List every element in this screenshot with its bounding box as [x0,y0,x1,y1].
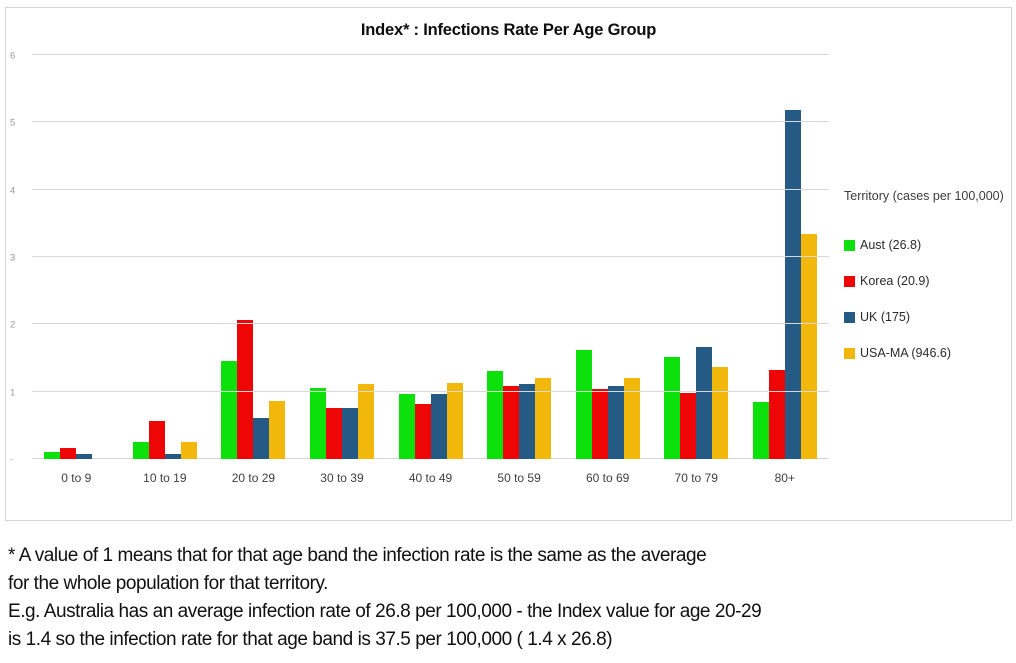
bar-aust [752,402,769,459]
y-tick-label: 1 [10,387,16,399]
bar-aust [487,371,504,459]
bar-group [563,55,652,459]
footnote-line: * A value of 1 means that for that age b… [8,545,707,566]
bar-korea [325,408,342,459]
y-tick-label: 3 [10,252,16,264]
footnote-line: is 1.4 so the infection rate for that ag… [8,629,613,650]
bar-korea [148,421,165,459]
legend-title: Territory (cases per 100,000) [844,189,1004,203]
bar-usa-ma [712,367,729,459]
legend-items: Aust (26.8) Korea (20.9) UK (175) USA-MA (9… [844,238,1010,360]
x-tick-label: 40 to 49 [408,471,453,485]
y-tick-label: - [10,454,14,466]
gridline [32,256,829,257]
legend-item: Aust (26.8) [844,238,1010,252]
bar-group [741,55,830,459]
bar-usa-ma [357,384,374,459]
y-tick-label: 5 [10,117,16,129]
bar-usa-ma [180,442,197,459]
bar-korea [591,389,608,459]
bar-aust [132,442,149,459]
legend-label: UK (175) [860,310,911,324]
x-tick-label: 20 to 29 [231,471,276,485]
x-axis-labels: 0 to 9 10 to 19 20 to 29 30 to 39 40 to 49 50… [32,471,829,485]
bar-uk [696,347,713,459]
bar-usa-ma [535,378,552,459]
gridline [32,390,829,392]
bar-usa-ma [269,401,286,459]
bar-aust [664,357,681,459]
x-tick-label: 0 to 9 [61,471,92,485]
y-tick-label: 4 [10,185,16,197]
footnote-line: for the whole population for that territ… [8,573,328,594]
x-tick-label: 60 to 69 [585,471,630,485]
y-tick-label: 6 [10,50,16,62]
bar-group [298,55,387,459]
bar-korea [503,386,520,459]
footnote: * A value of 1 means that for that age b… [8,542,868,654]
legend-label: Korea (20.9) [860,274,930,288]
bar-usa-ma [800,234,817,459]
bar-korea [60,448,77,459]
bar-group [652,55,741,459]
x-tick-label: 10 to 19 [143,471,187,485]
bar-uk [430,394,447,459]
bar-usa-ma [446,383,463,459]
x-tick-label: 50 to 59 [497,471,541,485]
bar-group [475,55,564,459]
legend-swatch-icon [844,275,855,287]
legend-label: Aust (26.8) [860,238,922,252]
legend-item: Korea (20.9) [844,274,1010,288]
chart-title: Index* : Infections Rate Per Age Group [360,21,657,39]
legend-swatch-icon [844,239,855,251]
legend-swatch-icon [844,347,855,359]
plot-area: 0 to 9 10 to 19 20 to 29 30 to 39 40 to 49 50… [10,51,829,485]
gridline [32,54,829,55]
bar-aust [575,350,592,459]
legend: Territory (cases per 100,000) Aust (26.8… [844,186,1010,382]
bar-korea [414,404,431,459]
bar-aust [44,452,61,459]
bar-korea [768,370,785,459]
bar-uk [519,384,536,459]
bar-group [209,55,298,459]
bar-aust [221,361,238,459]
bar-uk [253,418,270,459]
bar-aust [398,394,415,459]
bar-group [386,55,475,459]
bar-uk [607,386,624,459]
bar-korea [680,393,697,459]
bar-korea [237,320,254,459]
legend-item: UK (175) [844,310,1010,324]
bar-groups [32,55,829,459]
legend-label: USA-MA (946.6) [860,346,952,360]
bar-group [32,55,121,459]
footnote-line: E.g. Australia has an average infection … [8,601,762,622]
x-tick-label: 30 to 39 [320,471,364,485]
bar-uk [784,110,801,459]
x-tick-label: 70 to 79 [674,471,718,485]
bar-group [121,55,210,459]
bar-uk [76,454,93,459]
legend-swatch-icon [844,311,855,323]
legend-item: USA-MA (946.6) [844,346,1010,360]
bar-uk [164,454,181,459]
bar-aust [309,388,326,459]
gridline [32,121,829,123]
gridline [32,188,829,190]
y-tick-label: 2 [10,319,16,331]
bar-uk [341,408,358,459]
bar-usa-ma [623,378,640,459]
x-tick-label: 80+ [774,471,795,485]
gridline [32,323,829,325]
chart-container: Index* : Infections Rate Per Age Group 0… [5,7,1012,521]
